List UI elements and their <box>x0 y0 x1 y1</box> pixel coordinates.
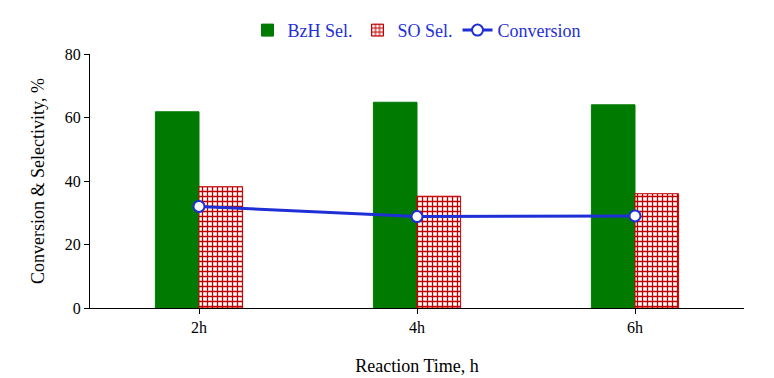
svg-text:Conversion & Selectivity, %: Conversion & Selectivity, % <box>28 78 48 284</box>
svg-text:20: 20 <box>65 236 81 253</box>
svg-text:60: 60 <box>65 109 81 126</box>
svg-text:40: 40 <box>65 173 81 190</box>
svg-text:4h: 4h <box>409 319 425 336</box>
svg-text:Reaction Time, h: Reaction Time, h <box>355 356 479 376</box>
svg-text:0: 0 <box>73 300 81 317</box>
svg-text:2h: 2h <box>191 319 207 336</box>
svg-text:6h: 6h <box>627 319 643 336</box>
svg-text:Conversion: Conversion <box>498 21 581 41</box>
svg-text:BzH Sel.: BzH Sel. <box>288 21 353 41</box>
svg-text:SO Sel.: SO Sel. <box>398 21 453 41</box>
svg-text:80: 80 <box>65 46 81 63</box>
